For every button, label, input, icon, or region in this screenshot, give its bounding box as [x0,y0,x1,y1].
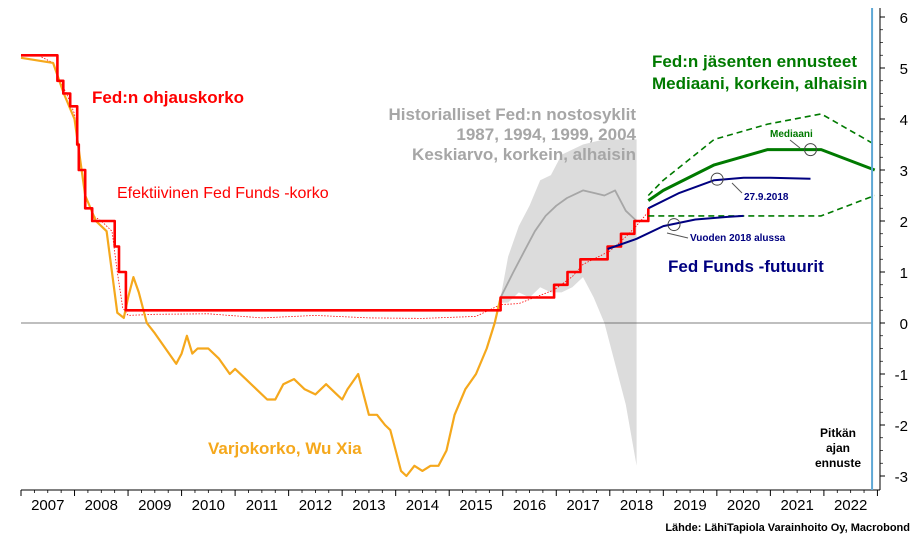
marker-mediaani [804,143,818,157]
y-tick-label: 1 [900,265,908,282]
x-tick-label: 2010 [192,497,225,514]
annotation-fed-rate: Fed:n ohjauskorko [92,88,244,107]
historical-band [500,139,637,466]
x-tick-label: 2018 [620,497,653,514]
annotation-fut-date1: 27.9.2018 [744,192,789,203]
annotation-futures: Fed Funds -futuurit [668,257,824,276]
x-tick-label: 2021 [780,497,813,514]
y-tick-label: -3 [895,469,908,486]
leader-line-mediaani [789,139,801,149]
leader-line-fut-date1 [731,182,743,194]
series-fomc-median [647,148,876,202]
x-tick-label: 2016 [513,497,546,514]
y-tick-label: 6 [900,10,908,27]
x-axis-ticks: 2007 2008 2009 2010 2011 2012 2013 2014 2015 2016… [20,490,878,514]
annotation-fomc-line2: Mediaani, korkein, alhaisin [652,74,867,93]
series-fed-rate [21,53,650,312]
marker-layer [667,143,818,232]
x-tick-label: 2020 [727,497,760,514]
y-tick-label: -1 [895,367,908,384]
annotation-hist-line1: Historialliset Fed:n nostosyklit [389,105,637,124]
x-tick-label: 2011 [246,497,278,514]
annotation-long-run-2: ajan [826,441,850,455]
y-tick-label: 5 [900,61,908,78]
y-tick-label: -2 [895,418,908,435]
marker-fut-start-2018 [667,218,681,232]
series-historical-average [499,189,638,298]
series-fomc-high [647,113,876,197]
leader-line-fut-date2 [666,232,689,239]
y-tick-label: 3 [900,163,908,180]
x-tick-label: 2019 [673,497,706,514]
series-layer [20,53,876,478]
y-tick-label: 2 [900,214,908,231]
y-tick-label: 0 [900,316,908,333]
historical-band-layer [500,139,637,466]
y-tick-label: 4 [900,112,908,129]
annotation-hist-line2: 1987, 1994, 1999, 2004 [456,125,636,144]
x-tick-label: 2012 [299,497,332,514]
annotation-hist-line3: Keskiarvo, korkein, alhaisin [412,145,636,164]
annotation-long-run-1: Pitkän [820,426,856,440]
x-tick-label: 2014 [406,497,439,514]
x-tick-label: 2007 [31,497,64,514]
annotation-long-run-3: ennuste [815,456,861,470]
x-tick-label: 2017 [566,497,599,514]
source-note: Lähde: LähiTapiola Varainhoito Oy, Macro… [665,522,910,534]
annotation-fomc-line1: Fed:n jäsenten ennusteet [652,52,857,71]
y-axis-ticks: 6 5 4 3 2 1 0 -1 -2 -3 [880,10,908,486]
annotation-fut-date2: Vuoden 2018 alussa [690,233,786,244]
x-tick-label: 2013 [352,497,385,514]
annotation-effective: Efektiivinen Fed Funds -korko [117,185,329,202]
x-tick-label: 2022 [834,497,867,514]
series-futures-27-9-2018 [647,176,811,210]
x-tick-label: 2008 [85,497,118,514]
marker-fut-27-9-2018 [710,172,724,186]
annotation-mediaani: Mediaani [770,129,813,140]
x-tick-label: 2009 [138,497,171,514]
annotation-shadow: Varjokorko, Wu Xia [208,439,362,458]
series-shadow-rate [20,56,502,478]
series-effective-rate [20,54,649,319]
x-tick-label: 2015 [459,497,492,514]
